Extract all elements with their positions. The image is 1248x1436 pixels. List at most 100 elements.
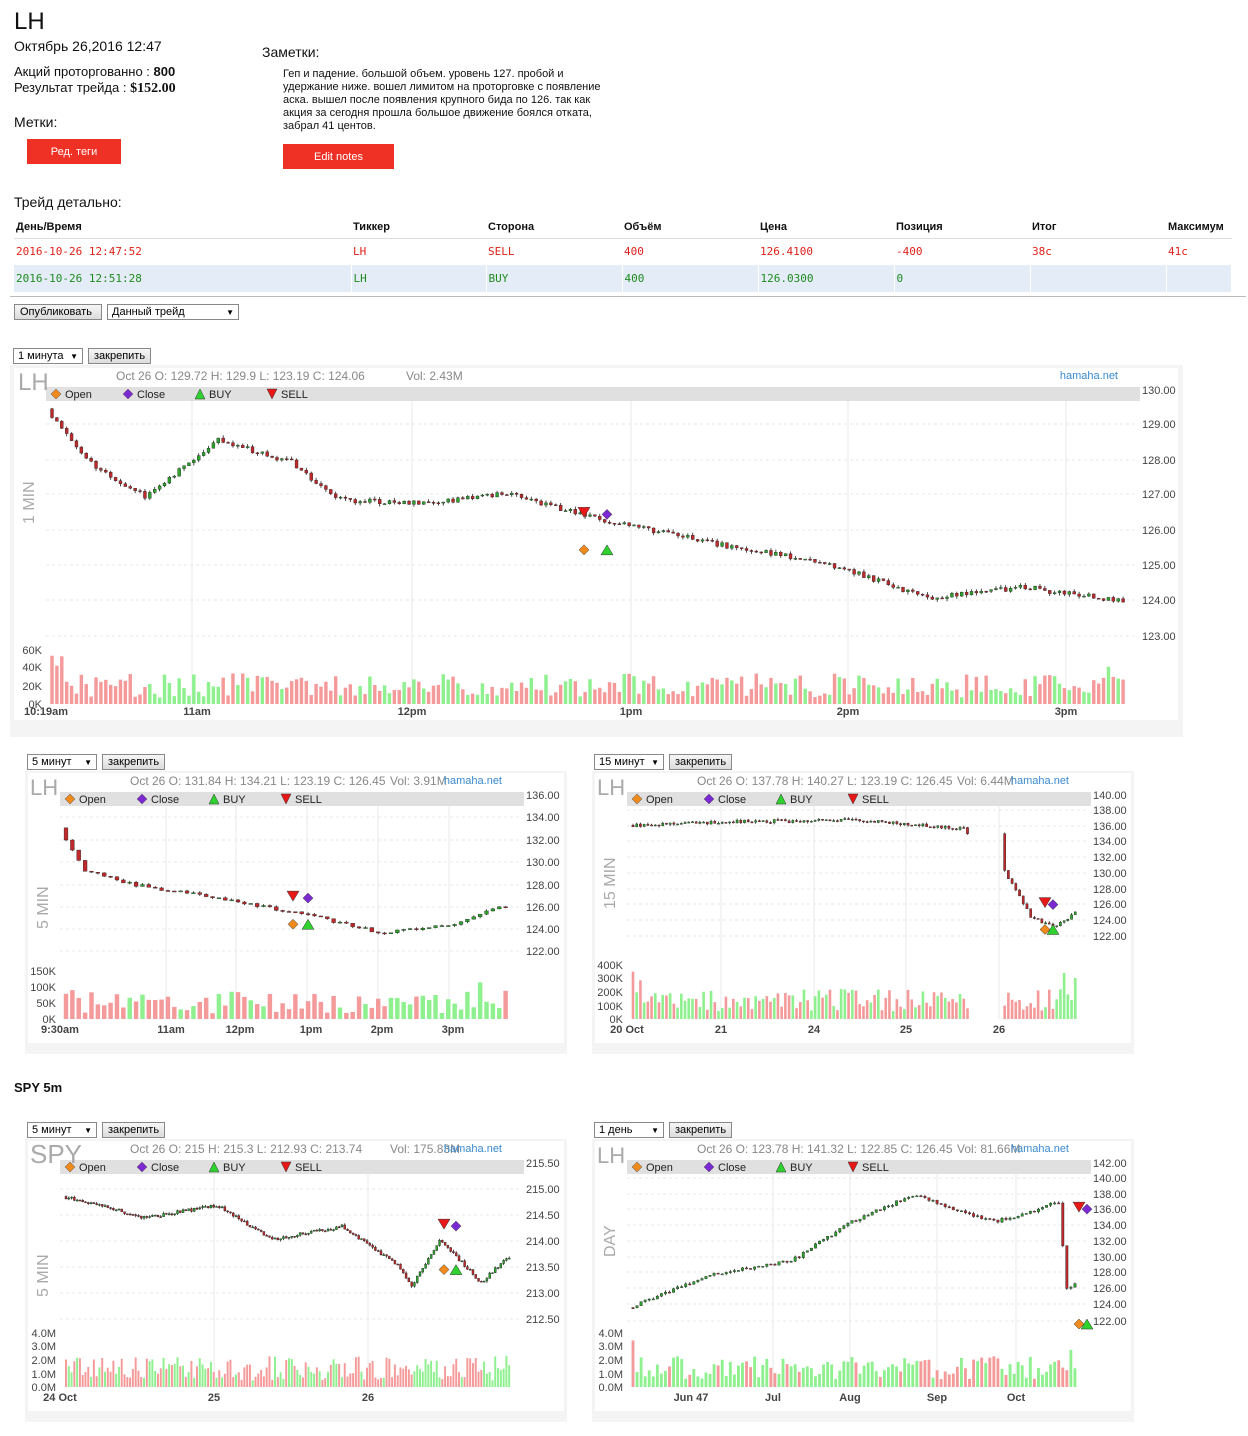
candle-body [808,558,812,561]
candle-body [220,1206,224,1209]
candle-body [668,822,672,825]
volume-bar [143,1377,146,1387]
candle-body [484,910,489,915]
candle-body [83,860,88,872]
volume-bar [140,994,145,1019]
candle-body [1049,1202,1053,1206]
pin-button-15m[interactable]: закрепить [669,754,733,770]
candle-body [635,1305,639,1308]
candle-body [810,820,813,823]
volume-bar [754,996,757,1019]
scope-select[interactable]: Данный трейд ▼ [107,304,239,320]
edit-notes-button[interactable]: Edit notes [283,144,394,169]
pin-button-5m[interactable]: закрепить [102,754,166,770]
candle-body [148,492,152,499]
interval-select-day[interactable]: 1 день ▼ [594,1122,664,1138]
price-tick: 215.00 [526,1184,560,1196]
volume-bar [1023,679,1028,704]
candle-body [191,892,196,894]
legend-buy-icon [775,793,787,805]
candle-body [612,523,617,525]
volume-bar [480,683,485,704]
interval-select-1m[interactable]: 1 минута ▼ [13,348,83,364]
volume-bar [1000,1368,1004,1387]
cell-side: BUY [486,265,623,292]
time-tick: 20 Oct [610,1024,644,1036]
volume-info: Vol: 3.91M [390,774,447,788]
candle-body [728,1271,732,1273]
volume-bar [955,1002,958,1019]
candle-body [441,1240,444,1243]
volume-bar [705,684,710,704]
volume-tick: 2.0M [599,1355,623,1367]
candle-body [732,1270,736,1272]
volume-tick: 1.0M [32,1369,56,1381]
candle-body [1025,903,1029,909]
volume-bar [1069,1349,1073,1387]
interval-select-15m[interactable]: 15 минут ▼ [594,754,664,770]
candle-body [482,1280,486,1283]
interval-select-spy[interactable]: 5 минут ▼ [27,1122,97,1138]
candle-body [184,890,190,894]
price-tick: 126.00 [1093,1283,1127,1295]
legend-open-label: Open [65,389,92,401]
candle-body [282,1236,285,1239]
candle-body [903,823,906,826]
volume-bar [917,1005,921,1019]
volume-bar [810,1010,813,1019]
volume-bar [651,676,656,704]
price-tick: 125.00 [1142,560,1176,572]
candle-body [382,1254,385,1256]
volume-bar [814,1376,817,1387]
candle-body [712,1272,716,1276]
volume-bar [911,677,915,704]
candle-body [783,553,788,556]
pin-button-1m[interactable]: закрепить [88,348,152,364]
volume-bar [647,1370,651,1387]
candle-body [554,504,558,506]
volume-bar [1072,686,1076,704]
candle-body [289,458,294,461]
pin-button-day[interactable]: закрепить [669,1122,733,1138]
price-tick: 212.50 [526,1314,560,1326]
candle-body [968,1212,971,1214]
candle-body [780,819,783,821]
interval-select-5m[interactable]: 5 минут ▼ [27,754,97,770]
candle-body [427,927,432,929]
volume-bar [430,1360,433,1387]
volume-tick: 200K [597,987,623,999]
candle-body [876,820,880,823]
volume-tick: 3.0M [599,1341,623,1353]
col-ticker: Тиккер [351,216,486,239]
volume-bar [940,688,944,704]
candle-body [446,1245,450,1248]
volume-bar [407,1369,410,1387]
volume-bar [593,689,597,704]
volume-bar [791,995,795,1019]
volume-bar [350,1011,355,1019]
trade-result-value: $152.00 [130,81,176,96]
candle-body [915,1195,919,1198]
candle-body [798,558,802,560]
volume-bar [806,1000,809,1019]
volume-tick: 3.0M [32,1341,56,1353]
candle-body [797,1256,801,1259]
volume-bar [959,697,964,704]
candle-body [1041,1207,1044,1210]
edit-tags-button[interactable]: Ред. теги [27,139,121,164]
time-tick: 21 [715,1024,727,1036]
publish-button[interactable]: Опубликовать [14,304,102,320]
volume-bar [172,696,176,704]
volume-bar [178,1009,183,1019]
volume-bar [226,695,230,704]
volume-bar [1062,972,1066,1019]
volume-bar [393,1364,396,1387]
volume-bar [470,693,475,704]
volume-bar [490,1003,496,1019]
pin-button-spy[interactable]: закрепить [102,1122,166,1138]
